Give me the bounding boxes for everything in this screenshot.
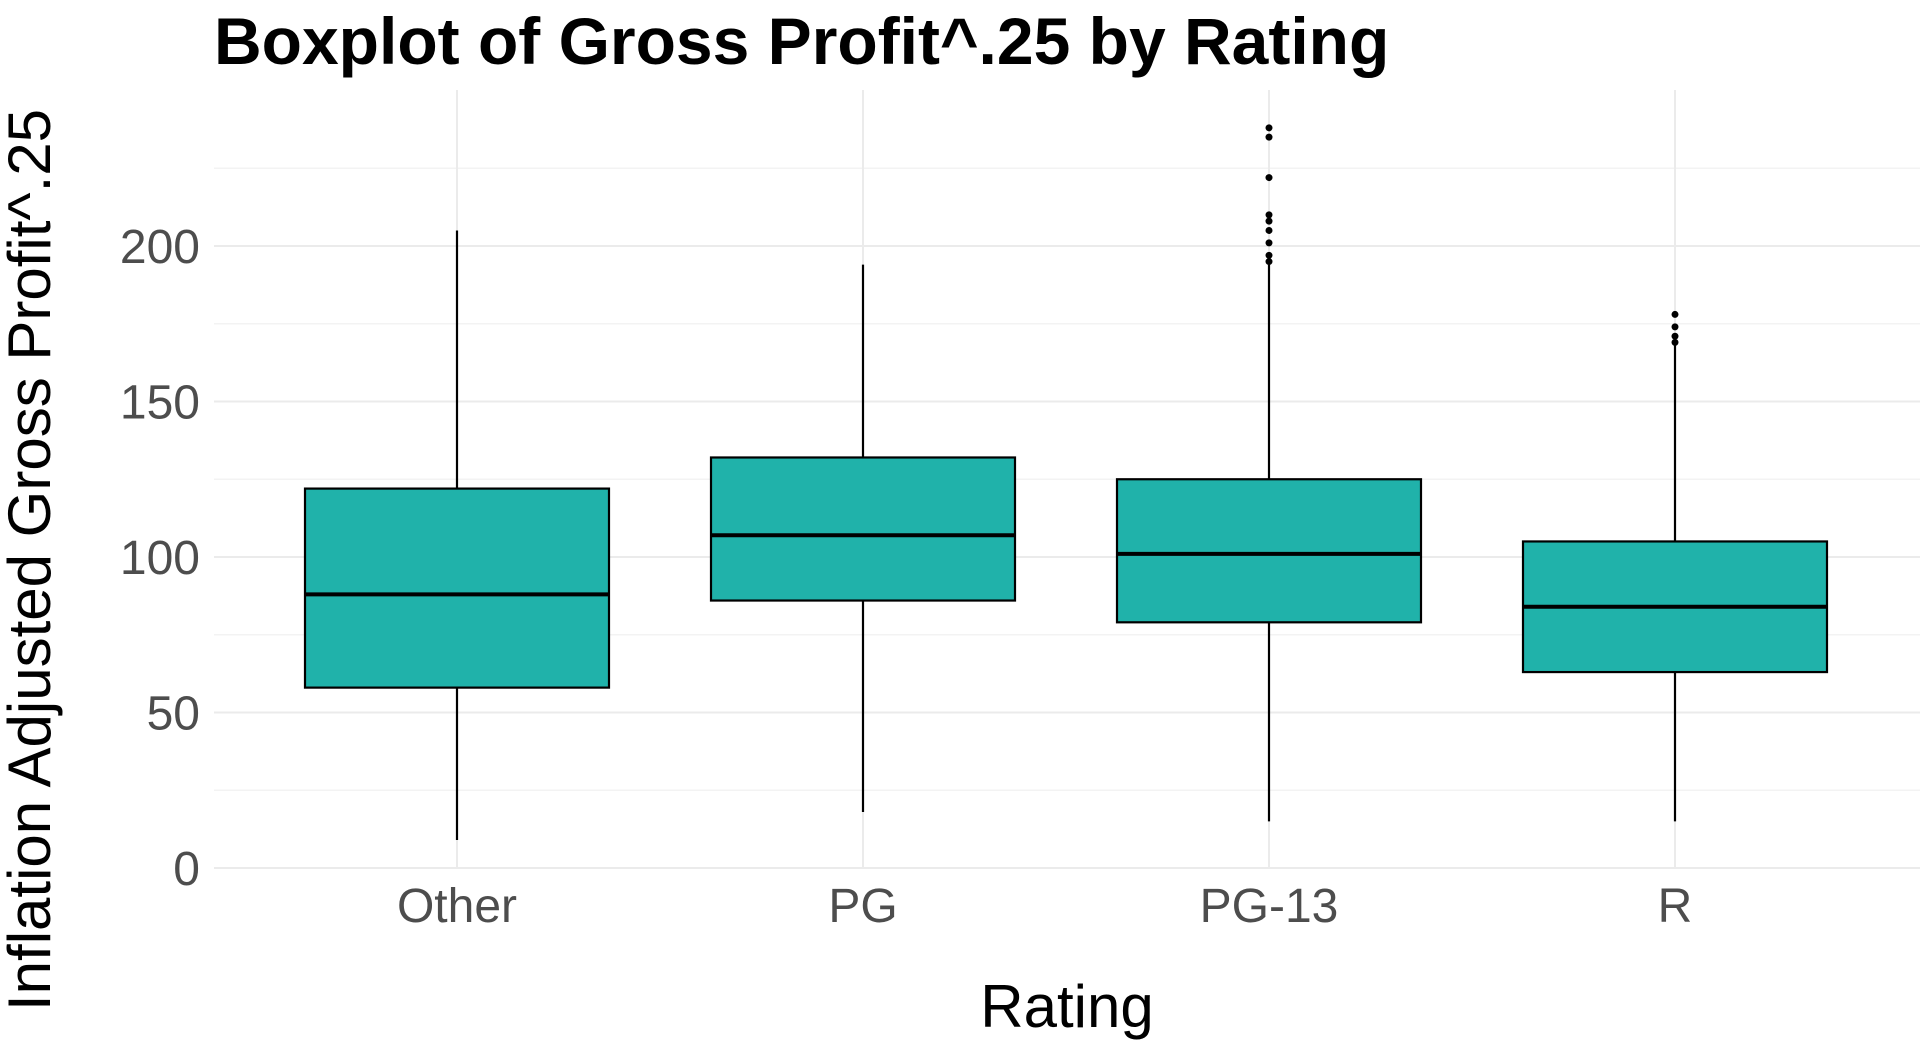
y-tick-label: 200 bbox=[120, 221, 200, 274]
outlier-point bbox=[1671, 332, 1679, 340]
outlier-point bbox=[1265, 258, 1273, 266]
box-iqr bbox=[303, 487, 611, 689]
outlier-point bbox=[1265, 251, 1273, 259]
outlier-point bbox=[1671, 310, 1679, 318]
box-iqr bbox=[1115, 478, 1423, 624]
x-tick-label: PG bbox=[828, 880, 897, 933]
box-group bbox=[709, 264, 1017, 813]
y-tick-labels: 0 50 100 150 200 bbox=[120, 221, 200, 896]
x-tick-labels: Other PG PG-13 R bbox=[397, 880, 1692, 933]
y-tick-label: 0 bbox=[173, 843, 200, 896]
box-group bbox=[303, 230, 611, 841]
grid-lines bbox=[214, 90, 1920, 869]
outlier-point bbox=[1671, 338, 1679, 346]
x-tick-label: Other bbox=[397, 880, 517, 933]
outlier-point bbox=[1671, 323, 1679, 331]
y-tick-label: 150 bbox=[120, 377, 200, 430]
outlier-point bbox=[1265, 211, 1273, 219]
y-tick-label: 100 bbox=[120, 532, 200, 585]
y-tick-label: 50 bbox=[147, 688, 200, 741]
x-axis-title: Rating bbox=[980, 973, 1153, 1040]
outlier-point bbox=[1265, 217, 1273, 225]
outlier-point bbox=[1265, 124, 1273, 132]
outlier-point bbox=[1265, 133, 1273, 141]
box-group bbox=[1115, 124, 1423, 822]
outlier-point bbox=[1265, 226, 1273, 234]
box-group bbox=[1521, 310, 1829, 822]
x-tick-label: R bbox=[1658, 880, 1693, 933]
outlier-point bbox=[1265, 174, 1273, 182]
box-iqr bbox=[709, 456, 1017, 602]
x-tick-label: PG-13 bbox=[1200, 880, 1339, 933]
chart-title: Boxplot of Gross Profit^.25 by Rating bbox=[214, 4, 1389, 78]
outlier-point bbox=[1265, 239, 1273, 247]
y-axis-title: Inflation Adjusted Gross Profit^.25 bbox=[0, 109, 63, 1011]
plot-marks bbox=[303, 124, 1829, 841]
